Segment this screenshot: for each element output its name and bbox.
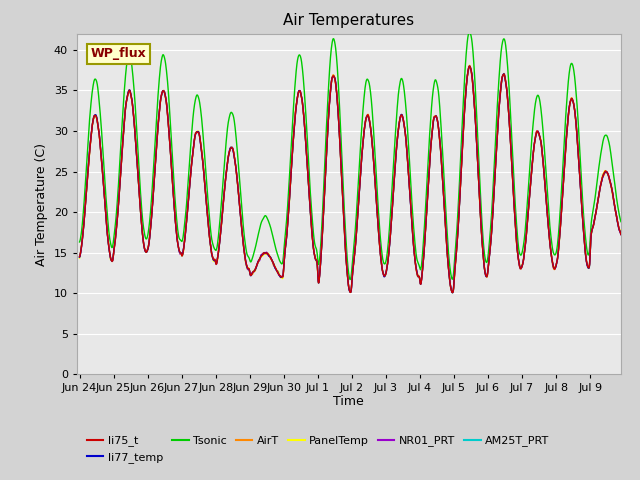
AM25T_PRT bbox=[340, 228, 348, 234]
Tsonic bbox=[326, 61, 334, 67]
AM25T_PRT bbox=[449, 290, 456, 296]
Line: AM25T_PRT: AM25T_PRT bbox=[79, 66, 624, 293]
li77_temp bbox=[326, 95, 334, 100]
AirT bbox=[76, 253, 83, 259]
Line: NR01_PRT: NR01_PRT bbox=[79, 67, 624, 292]
Tsonic bbox=[605, 140, 612, 145]
Tsonic bbox=[465, 30, 473, 36]
PanelTemp bbox=[605, 173, 612, 179]
PanelTemp bbox=[605, 174, 612, 180]
NR01_PRT bbox=[605, 173, 612, 179]
Tsonic bbox=[605, 138, 612, 144]
li75_t bbox=[505, 113, 513, 119]
li75_t bbox=[326, 94, 334, 100]
AM25T_PRT bbox=[76, 254, 83, 260]
li77_temp bbox=[449, 289, 456, 295]
AirT bbox=[466, 64, 474, 70]
AirT bbox=[340, 228, 348, 234]
PanelTemp bbox=[104, 229, 111, 235]
AirT bbox=[505, 114, 513, 120]
NR01_PRT bbox=[605, 174, 612, 180]
NR01_PRT bbox=[620, 234, 628, 240]
li77_temp bbox=[466, 63, 474, 69]
li75_t bbox=[465, 63, 473, 69]
li75_t bbox=[449, 290, 456, 296]
Line: li77_temp: li77_temp bbox=[79, 66, 624, 292]
AirT bbox=[326, 94, 334, 100]
li75_t bbox=[605, 173, 612, 179]
Text: WP_flux: WP_flux bbox=[90, 48, 146, 60]
Line: Tsonic: Tsonic bbox=[79, 33, 624, 279]
li77_temp bbox=[76, 254, 83, 260]
AM25T_PRT bbox=[505, 113, 513, 119]
PanelTemp bbox=[620, 233, 628, 239]
AM25T_PRT bbox=[605, 174, 612, 180]
AM25T_PRT bbox=[466, 63, 474, 69]
AirT bbox=[104, 230, 111, 236]
Line: li75_t: li75_t bbox=[79, 66, 624, 293]
li77_temp bbox=[505, 114, 513, 120]
NR01_PRT bbox=[465, 64, 473, 70]
NR01_PRT bbox=[449, 289, 456, 295]
NR01_PRT bbox=[76, 254, 83, 260]
AirT bbox=[605, 175, 612, 181]
X-axis label: Time: Time bbox=[333, 395, 364, 408]
Tsonic bbox=[505, 83, 513, 89]
AM25T_PRT bbox=[104, 230, 111, 236]
Tsonic bbox=[340, 208, 348, 214]
li77_temp bbox=[605, 173, 612, 179]
li75_t bbox=[76, 254, 83, 260]
AM25T_PRT bbox=[605, 175, 612, 180]
NR01_PRT bbox=[326, 94, 334, 99]
Y-axis label: Air Temperature (C): Air Temperature (C) bbox=[35, 143, 48, 265]
li75_t bbox=[620, 233, 628, 239]
li77_temp bbox=[104, 231, 111, 237]
li77_temp bbox=[620, 233, 628, 239]
AirT bbox=[449, 289, 456, 295]
PanelTemp bbox=[347, 289, 355, 295]
PanelTemp bbox=[505, 113, 513, 119]
Tsonic bbox=[620, 220, 628, 226]
li75_t bbox=[605, 174, 612, 180]
Tsonic bbox=[346, 276, 354, 282]
PanelTemp bbox=[326, 93, 334, 99]
AirT bbox=[620, 233, 628, 239]
Line: AirT: AirT bbox=[79, 67, 624, 292]
NR01_PRT bbox=[505, 113, 513, 119]
PanelTemp bbox=[340, 228, 348, 233]
Tsonic bbox=[76, 239, 83, 245]
li75_t bbox=[104, 230, 111, 236]
NR01_PRT bbox=[340, 228, 348, 233]
PanelTemp bbox=[76, 255, 83, 261]
AM25T_PRT bbox=[326, 94, 334, 99]
Tsonic bbox=[104, 212, 111, 217]
Legend: li75_t, li77_temp, Tsonic, AirT, PanelTemp, NR01_PRT, AM25T_PRT: li75_t, li77_temp, Tsonic, AirT, PanelTe… bbox=[83, 431, 554, 468]
NR01_PRT bbox=[104, 230, 111, 236]
Title: Air Temperatures: Air Temperatures bbox=[284, 13, 414, 28]
li75_t bbox=[340, 227, 348, 233]
AirT bbox=[605, 174, 612, 180]
li77_temp bbox=[340, 228, 348, 233]
li77_temp bbox=[605, 174, 612, 180]
PanelTemp bbox=[466, 62, 474, 68]
Line: PanelTemp: PanelTemp bbox=[79, 65, 624, 292]
AM25T_PRT bbox=[620, 233, 628, 239]
